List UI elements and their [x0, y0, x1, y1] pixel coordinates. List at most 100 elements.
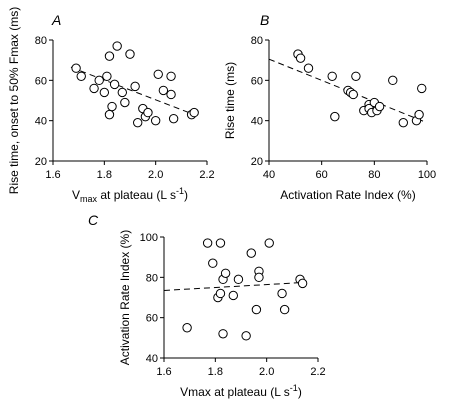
data-point-a — [109, 79, 120, 90]
trend-line-c — [163, 281, 306, 291]
data-point-b — [327, 71, 337, 82]
trend-line-a — [70, 66, 195, 116]
data-point-a — [104, 109, 115, 120]
y-axis-label-c: Activation Rate Index (%) — [118, 230, 132, 365]
y-tick-label-b: 20 — [251, 156, 263, 168]
data-point-a — [120, 97, 130, 108]
y-tick-label-a: 80 — [35, 35, 47, 47]
data-point-a — [71, 63, 81, 73]
data-point-c — [208, 258, 218, 268]
x-tick-label-c: 1.8 — [208, 366, 223, 378]
y-tick-label-c: 40 — [146, 353, 158, 365]
data-point-b — [398, 117, 408, 128]
x-axis-label-b: Activation Rate Index (%) — [280, 188, 415, 202]
data-point-a — [76, 71, 86, 82]
x-axis-label-text: V — [72, 188, 80, 202]
x-tick-label-a: 1.6 — [45, 169, 60, 181]
y-tick-label-c: 60 — [146, 313, 158, 325]
data-point-a — [107, 101, 117, 112]
y-tick-label-a: 40 — [35, 116, 47, 128]
panel-a: A 1.6 1.8 2.0 2.2 20 40 60 80 Vmax at plateau (L … — [7, 7, 215, 204]
data-point-a — [130, 81, 140, 92]
data-point-c — [182, 323, 192, 333]
data-point-a — [166, 89, 176, 100]
data-point-a — [117, 87, 128, 98]
data-point-a — [112, 41, 122, 51]
y-tick-label-b: 80 — [251, 35, 263, 47]
data-point-a — [89, 83, 99, 94]
data-point-c — [241, 331, 251, 341]
data-point-a — [153, 69, 163, 79]
data-point-c — [228, 290, 239, 301]
x-axis-label-a: Vmax at plateau (L s-1) — [72, 186, 188, 204]
x-axis-label-text: Vmax — [180, 385, 211, 399]
data-point-a — [102, 71, 112, 82]
x-tick-label-b: 100 — [418, 169, 436, 181]
x-axis-label-text: ) — [298, 385, 302, 399]
y-tick-label-b: 60 — [251, 75, 263, 87]
data-point-c — [215, 288, 226, 299]
data-point-a — [168, 113, 179, 124]
data-point-a — [94, 75, 104, 86]
x-axis-label-c: Vmax at plateau (L s-1) — [180, 383, 302, 399]
data-point-b — [414, 109, 424, 120]
data-point-c — [279, 304, 290, 315]
y-tick-label-a: 60 — [35, 75, 47, 87]
panel-letter-b: B — [260, 12, 269, 28]
x-tick-label-a: 2.2 — [199, 169, 214, 181]
data-point-c — [264, 238, 274, 248]
x-axis-label-subscript: max — [80, 194, 98, 204]
data-point-b — [351, 71, 361, 82]
x-tick-label-a: 2.0 — [148, 169, 163, 181]
data-point-a — [133, 117, 143, 128]
y-axis-label-b: Rise time (ms) — [223, 62, 237, 139]
x-tick-label-b: 60 — [316, 169, 328, 181]
data-point-a — [99, 87, 110, 98]
data-point-a — [158, 85, 169, 96]
data-point-c — [233, 274, 244, 285]
panel-c: C 1.6 1.8 2.0 2.2 40 60 80 100 Vmax at plateau (L… — [88, 212, 326, 399]
x-axis-label-text: ) — [184, 188, 188, 202]
data-point-a — [125, 49, 135, 59]
data-point-c — [215, 238, 226, 248]
x-tick-label-c: 2.2 — [310, 366, 325, 378]
data-point-b — [374, 101, 385, 112]
data-point-c — [246, 248, 256, 258]
data-point-c — [220, 268, 231, 278]
data-point-b — [295, 53, 306, 63]
data-point-b — [330, 111, 340, 122]
x-axis-label-text: at plateau (L s — [211, 385, 290, 399]
data-point-b — [417, 83, 427, 94]
x-axis-label-text: at plateau (L s — [97, 188, 176, 202]
data-point-a — [150, 115, 161, 126]
x-axis-label-superscript: -1 — [290, 383, 298, 393]
y-tick-label-b: 40 — [251, 116, 263, 128]
data-point-c — [202, 238, 213, 248]
x-axis-label-superscript: -1 — [176, 186, 184, 196]
x-tick-label-a: 1.8 — [97, 169, 112, 181]
data-point-c — [251, 304, 262, 315]
data-point-c — [254, 272, 264, 283]
data-point-c — [218, 329, 228, 339]
y-axis-label-a: Rise time, onset to 50% Fmax (ms) — [7, 7, 21, 194]
y-tick-label-c: 80 — [146, 272, 158, 284]
data-point-c — [297, 278, 308, 289]
data-point-a — [189, 107, 199, 118]
y-tick-label-a: 20 — [35, 156, 47, 168]
data-point-b — [388, 75, 398, 86]
data-point-a — [104, 51, 115, 61]
data-point-a — [166, 71, 176, 82]
data-point-b — [303, 63, 314, 73]
y-tick-label-c: 100 — [140, 232, 158, 244]
x-tick-label-c: 1.6 — [156, 366, 171, 378]
data-point-c — [277, 288, 287, 299]
x-tick-label-c: 2.0 — [259, 366, 274, 378]
x-tick-label-b: 40 — [263, 169, 275, 181]
data-point-a — [143, 107, 153, 118]
panel-letter-c: C — [88, 212, 99, 228]
x-tick-label-b: 80 — [368, 169, 380, 181]
panel-letter-a: A — [51, 12, 61, 28]
